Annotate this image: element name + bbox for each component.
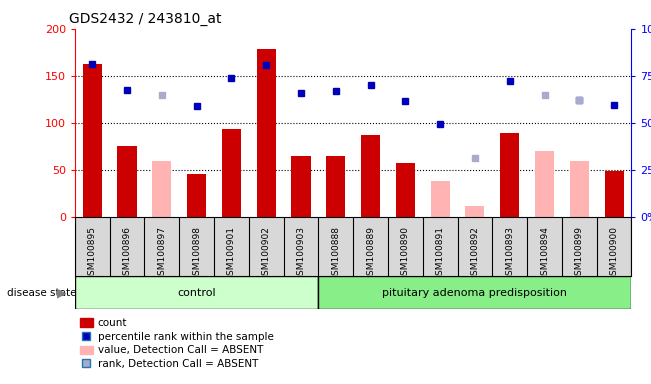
Bar (292, 156, 311, 217)
Text: ▶: ▶ (57, 286, 66, 299)
Text: GSM100903: GSM100903 (296, 226, 305, 281)
Text: control: control (177, 288, 216, 298)
Bar (256, 50, 276, 217)
Bar (222, 129, 241, 217)
Text: GSM100895: GSM100895 (88, 226, 97, 281)
Legend: count, percentile rank within the sample, value, Detection Call = ABSENT, rank, : count, percentile rank within the sample… (80, 318, 273, 369)
Bar (75, 276, 318, 309)
Bar (500, 133, 519, 217)
Bar (326, 156, 345, 217)
Bar (117, 146, 137, 217)
Text: GSM100899: GSM100899 (575, 226, 584, 281)
Bar (318, 276, 631, 309)
Text: GSM100896: GSM100896 (122, 226, 132, 281)
Text: disease state: disease state (7, 288, 76, 298)
Text: GSM100897: GSM100897 (158, 226, 167, 281)
Bar (396, 163, 415, 217)
Text: GSM100900: GSM100900 (609, 226, 618, 281)
Text: GSM100902: GSM100902 (262, 226, 271, 281)
Bar (465, 206, 484, 217)
Text: GSM100892: GSM100892 (471, 226, 479, 281)
Bar (83, 64, 102, 217)
Text: GSM100890: GSM100890 (401, 226, 410, 281)
Bar (361, 135, 380, 217)
Text: GSM100893: GSM100893 (505, 226, 514, 281)
Bar (605, 171, 624, 217)
Text: pituitary adenoma predisposition: pituitary adenoma predisposition (382, 288, 568, 298)
Text: GDS2432 / 243810_at: GDS2432 / 243810_at (69, 12, 222, 26)
Bar (535, 151, 554, 217)
Text: GSM100888: GSM100888 (331, 226, 340, 281)
Text: GSM100901: GSM100901 (227, 226, 236, 281)
Text: GSM100894: GSM100894 (540, 226, 549, 281)
Bar (430, 181, 450, 217)
Text: GSM100891: GSM100891 (436, 226, 445, 281)
Text: GSM100898: GSM100898 (192, 226, 201, 281)
Bar (570, 161, 589, 217)
Text: GSM100889: GSM100889 (366, 226, 375, 281)
Bar (187, 174, 206, 217)
Bar (152, 161, 171, 217)
